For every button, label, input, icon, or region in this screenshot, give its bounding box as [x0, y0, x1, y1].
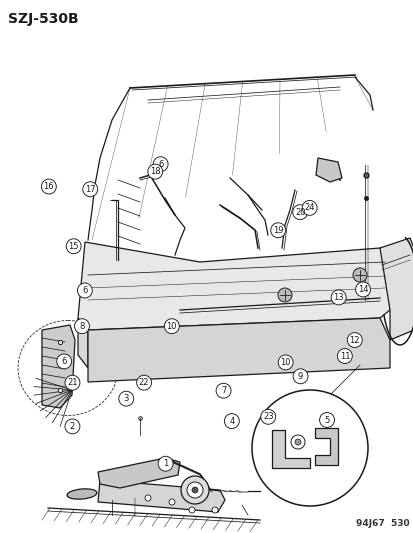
Polygon shape — [315, 158, 341, 182]
Text: 24: 24 — [304, 204, 314, 212]
Text: 18: 18 — [150, 167, 160, 176]
Circle shape — [41, 179, 56, 194]
Polygon shape — [42, 325, 75, 408]
Text: 6: 6 — [82, 286, 87, 295]
Circle shape — [65, 375, 80, 390]
Circle shape — [352, 268, 366, 282]
Circle shape — [290, 435, 304, 449]
Text: 13: 13 — [332, 293, 343, 302]
Circle shape — [270, 223, 285, 238]
Text: 15: 15 — [68, 242, 79, 251]
Text: 22: 22 — [138, 378, 149, 387]
Text: 17: 17 — [85, 185, 95, 193]
Text: 4: 4 — [229, 417, 234, 425]
Circle shape — [77, 283, 92, 298]
Polygon shape — [98, 458, 180, 488]
Text: 6: 6 — [62, 357, 66, 366]
Circle shape — [355, 282, 370, 297]
Polygon shape — [88, 318, 389, 382]
Text: 7: 7 — [221, 386, 225, 395]
Circle shape — [66, 239, 81, 254]
Circle shape — [330, 290, 345, 305]
Circle shape — [187, 482, 202, 498]
Text: 2: 2 — [70, 422, 75, 431]
Text: 14: 14 — [357, 285, 368, 294]
Polygon shape — [379, 238, 413, 340]
Text: 10: 10 — [166, 322, 177, 330]
Text: 21: 21 — [67, 378, 78, 387]
Circle shape — [189, 507, 195, 513]
Circle shape — [180, 476, 209, 504]
Circle shape — [260, 409, 275, 424]
Polygon shape — [78, 318, 88, 368]
Polygon shape — [98, 480, 224, 512]
Circle shape — [292, 369, 307, 384]
Circle shape — [169, 499, 175, 505]
Circle shape — [347, 333, 361, 348]
Circle shape — [74, 319, 89, 334]
Circle shape — [57, 354, 71, 369]
Circle shape — [292, 205, 307, 220]
Text: 16: 16 — [43, 182, 54, 191]
Text: 8: 8 — [79, 322, 84, 330]
Circle shape — [224, 414, 239, 429]
Text: 10: 10 — [280, 358, 290, 367]
Circle shape — [301, 200, 316, 215]
Circle shape — [252, 390, 367, 506]
Circle shape — [277, 288, 291, 302]
Text: 19: 19 — [272, 226, 283, 235]
Circle shape — [145, 495, 151, 501]
Circle shape — [147, 164, 162, 179]
Circle shape — [337, 349, 351, 364]
Circle shape — [211, 507, 218, 513]
Text: 6: 6 — [158, 160, 163, 168]
Circle shape — [294, 439, 300, 445]
Circle shape — [136, 375, 151, 390]
Polygon shape — [314, 428, 337, 465]
Text: 5: 5 — [324, 416, 329, 424]
Circle shape — [153, 157, 168, 172]
Text: 11: 11 — [339, 352, 349, 360]
Circle shape — [216, 383, 230, 398]
Ellipse shape — [67, 489, 97, 499]
Circle shape — [164, 319, 179, 334]
Circle shape — [119, 391, 133, 406]
Text: 9: 9 — [297, 372, 302, 381]
Text: 94J67  530: 94J67 530 — [356, 519, 409, 528]
Text: 3: 3 — [123, 394, 128, 403]
Text: SZJ-530B: SZJ-530B — [8, 12, 78, 26]
Polygon shape — [271, 430, 309, 468]
Text: 23: 23 — [262, 413, 273, 421]
Text: 1: 1 — [163, 459, 168, 468]
Text: 20: 20 — [294, 208, 305, 216]
Circle shape — [278, 355, 292, 370]
Text: 12: 12 — [349, 336, 359, 344]
Circle shape — [158, 456, 173, 471]
Circle shape — [319, 413, 334, 427]
Circle shape — [65, 419, 80, 434]
Circle shape — [192, 487, 197, 493]
Circle shape — [83, 182, 97, 197]
Polygon shape — [78, 242, 389, 330]
